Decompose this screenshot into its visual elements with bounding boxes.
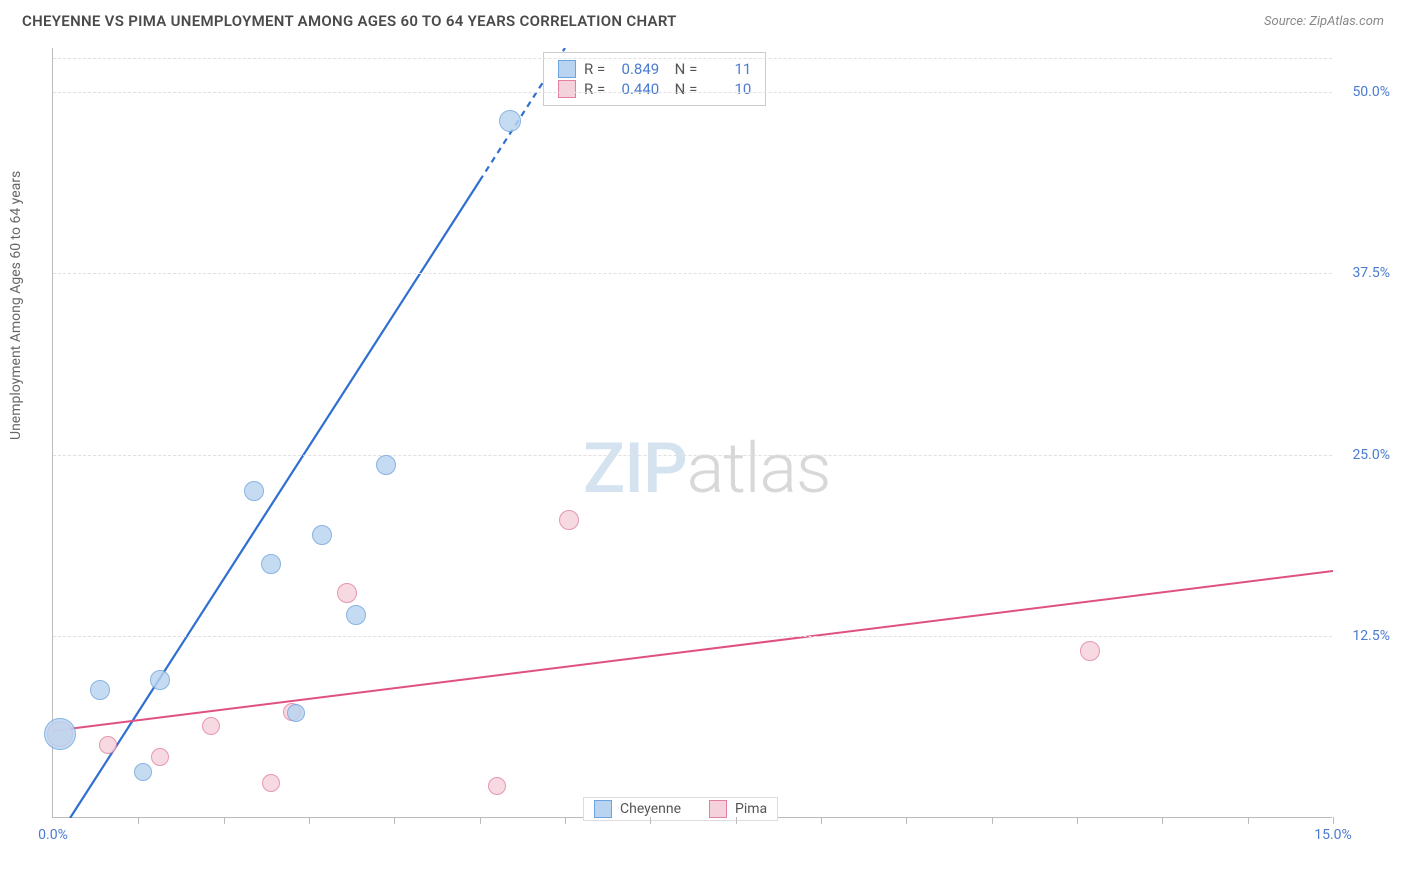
data-point-cheyenne (134, 763, 152, 781)
x-tick-mark (650, 817, 651, 824)
data-point-cheyenne (287, 704, 305, 722)
data-point-pima (202, 717, 220, 735)
swatch-cheyenne (594, 800, 612, 818)
data-point-pima (559, 510, 579, 530)
legend-item-cheyenne: Cheyenne (594, 800, 681, 818)
r-value-cheyenne: 0.849 (613, 60, 659, 78)
data-point-pima (337, 583, 357, 603)
x-tick-mark (1077, 817, 1078, 824)
gridline-h (53, 273, 1332, 274)
data-point-pima (1080, 641, 1100, 661)
x-tick-mark (906, 817, 907, 824)
stats-row-cheyenne: R = 0.849 N = 11 (558, 59, 751, 79)
r-value-pima: 0.440 (613, 80, 659, 98)
trend-line (70, 181, 480, 818)
legend-label-cheyenne: Cheyenne (620, 801, 681, 817)
chart-title: CHEYENNE VS PIMA UNEMPLOYMENT AMONG AGES… (22, 12, 677, 30)
x-tick-mark (736, 817, 737, 824)
y-tick-label: 25.0% (1352, 447, 1390, 463)
watermark: ZIPatlas (583, 428, 831, 510)
legend-label-pima: Pima (735, 801, 767, 817)
chart-header: CHEYENNE VS PIMA UNEMPLOYMENT AMONG AGES… (0, 0, 1406, 38)
x-tick-mark (821, 817, 822, 824)
gridline-h (53, 92, 1332, 93)
data-point-pima (488, 777, 506, 795)
x-tick-mark (992, 817, 993, 824)
x-tick-mark (224, 817, 225, 824)
trend-lines-svg (53, 48, 1333, 818)
x-tick-left: 0.0% (38, 827, 68, 843)
n-label: N = (667, 60, 697, 78)
x-tick-mark (1162, 817, 1163, 824)
legend-item-pima: Pima (709, 800, 767, 818)
x-tick-mark (394, 817, 395, 824)
data-point-cheyenne (44, 718, 76, 750)
data-point-cheyenne (312, 525, 332, 545)
stats-row-pima: R = 0.440 N = 10 (558, 79, 751, 99)
gridline-h (53, 636, 1332, 637)
n-value-pima: 10 (705, 80, 751, 98)
x-tick-mark (565, 817, 566, 824)
data-point-pima (151, 748, 169, 766)
chart-container: ZIPatlas R = 0.849 N = 11 R = 0.440 N = … (52, 48, 1384, 858)
n-label: N = (667, 80, 697, 98)
y-tick-label: 37.5% (1352, 265, 1390, 281)
data-point-cheyenne (376, 455, 396, 475)
data-point-cheyenne (261, 554, 281, 574)
x-tick-mark (480, 817, 481, 824)
x-tick-right: 15.0% (1314, 827, 1352, 843)
data-point-cheyenne (244, 481, 264, 501)
source-attribution: Source: ZipAtlas.com (1264, 14, 1384, 29)
trend-line (53, 571, 1333, 731)
y-axis-label: Unemployment Among Ages 60 to 64 years (8, 171, 24, 440)
swatch-pima (558, 80, 576, 98)
r-label: R = (584, 60, 605, 78)
y-tick-label: 12.5% (1352, 628, 1390, 644)
stats-box: R = 0.849 N = 11 R = 0.440 N = 10 (543, 52, 766, 106)
data-point-cheyenne (90, 680, 110, 700)
x-tick-mark (1333, 817, 1334, 824)
r-label: R = (584, 80, 605, 98)
x-tick-mark (309, 817, 310, 824)
n-value-cheyenne: 11 (705, 60, 751, 78)
data-point-pima (99, 736, 117, 754)
y-tick-label: 50.0% (1352, 84, 1390, 100)
data-point-cheyenne (150, 670, 170, 690)
data-point-cheyenne (346, 605, 366, 625)
data-point-pima (262, 774, 280, 792)
legend: Cheyenne Pima (583, 797, 778, 821)
swatch-pima (709, 800, 727, 818)
x-tick-mark (138, 817, 139, 824)
swatch-cheyenne (558, 60, 576, 78)
gridline-h (53, 455, 1332, 456)
x-tick-mark (1248, 817, 1249, 824)
plot-area: ZIPatlas R = 0.849 N = 11 R = 0.440 N = … (52, 48, 1332, 818)
gridline-h (53, 58, 1332, 59)
data-point-cheyenne (499, 110, 521, 132)
